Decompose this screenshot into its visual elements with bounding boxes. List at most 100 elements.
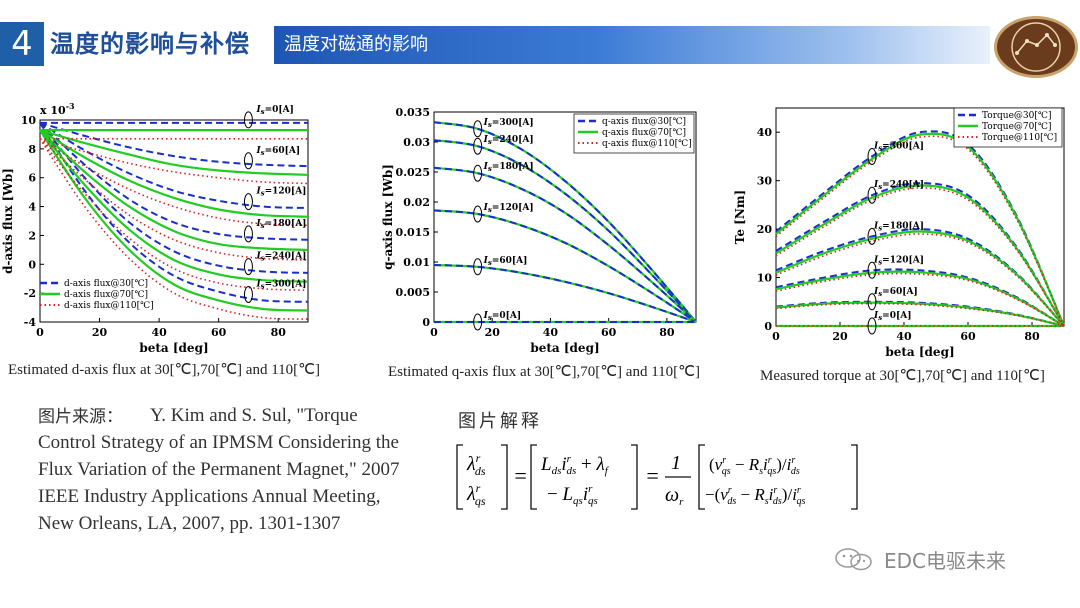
series-line xyxy=(775,184,1065,327)
series-line xyxy=(433,209,697,323)
current-marker-ellipse xyxy=(473,164,483,182)
series-line xyxy=(39,129,309,312)
y-tick-label: 0.005 xyxy=(396,286,430,299)
x-tick-label: 20 xyxy=(485,326,501,339)
current-marker-ellipse xyxy=(867,293,877,311)
x-tick-label: 20 xyxy=(832,330,848,343)
x-tick-label: 60 xyxy=(960,330,976,343)
current-marker-ellipse xyxy=(243,258,253,276)
series-line xyxy=(39,129,309,283)
current-label: Is=180[A] xyxy=(255,219,306,230)
series-line xyxy=(39,138,309,292)
flux-equation: λr ds λr qs = Ldsir ds + λf − Lqsir qs = 1 ω… xyxy=(456,444,858,510)
series-line xyxy=(775,230,1065,327)
x-tick-label: 0 xyxy=(36,326,44,339)
current-label: Is=0[A] xyxy=(483,311,521,322)
watermark: EDC电驱未来 xyxy=(884,549,1007,573)
current-marker-ellipse xyxy=(243,152,253,170)
legend-entry: Torque@30[℃] xyxy=(982,111,1051,121)
x-tick-label: 60 xyxy=(211,326,227,339)
y-axis-label: q-axis flux [Wb] xyxy=(382,164,395,270)
current-marker-ellipse xyxy=(867,147,877,165)
series-line xyxy=(775,132,1066,327)
legend-entry: q-axis flux@110[℃] xyxy=(602,139,692,149)
legend-entry: Torque@70[℃] xyxy=(982,122,1051,132)
series-line xyxy=(775,272,1065,327)
series-line xyxy=(433,264,697,323)
current-marker-ellipse xyxy=(473,205,483,223)
current-marker-ellipse xyxy=(867,261,877,279)
y-axis-label: d-axis flux [Wb] xyxy=(1,168,15,274)
series-line xyxy=(775,301,1065,328)
y-tick-label: 4 xyxy=(28,201,36,214)
x-tick-label: 0 xyxy=(772,330,780,343)
svg-text:=: = xyxy=(645,463,660,488)
current-marker-ellipse xyxy=(867,186,877,204)
x-tick-label: 20 xyxy=(92,326,108,339)
q-axis-flux-chart: 0 20 40 60 80 0 0.005 0.01 0.015 0.02 0.025 0.03 0.0… xyxy=(381,100,707,362)
y-tick-label: 30 xyxy=(757,175,773,188)
subtitle-bar: 温度对磁通的影响 xyxy=(274,26,990,64)
x-tick-label: 40 xyxy=(151,326,167,339)
current-marker-ellipse xyxy=(473,313,483,331)
x-axis-label: beta [deg] xyxy=(139,341,208,355)
series-line xyxy=(433,139,697,323)
y-axis-label: Te [Nm] xyxy=(733,190,747,244)
caption-torque: Measured torque at 30[℃],70[℃] and 110[℃… xyxy=(760,368,1045,384)
y-tick-label: 0.02 xyxy=(403,196,430,209)
svg-text:1: 1 xyxy=(671,452,681,474)
current-label: Is=300[A] xyxy=(255,279,306,290)
x-tick-label: 40 xyxy=(543,326,559,339)
current-label: Is=180[A] xyxy=(483,162,534,173)
current-label: Is=120[A] xyxy=(255,187,306,198)
explanation-label: 图片解释 xyxy=(458,411,542,432)
svg-text:ωr: ωr xyxy=(665,484,684,508)
current-marker-ellipse xyxy=(243,111,253,129)
y-tick-label: 8 xyxy=(28,143,36,156)
wechat-icon xyxy=(835,548,872,571)
current-label: Is=300[A] xyxy=(483,118,534,129)
x-tick-label: 80 xyxy=(271,326,287,339)
reference-text: Y. Kim and S. Sul, "Torque Control Strat… xyxy=(38,405,400,534)
legend-entry: d-axis flux@110[℃] xyxy=(64,301,154,311)
subtitle: 温度对磁通的影响 xyxy=(284,34,428,55)
y-tick-label: 0.015 xyxy=(396,226,430,239)
y-tick-label: -4 xyxy=(24,316,37,329)
current-marker-ellipse xyxy=(243,225,253,243)
legend-entry: d-axis flux@30[℃] xyxy=(64,279,148,289)
legend-entry: q-axis flux@30[℃] xyxy=(602,117,686,127)
x-tick-label: 80 xyxy=(1024,330,1040,343)
current-marker-ellipse xyxy=(473,137,483,155)
y-tick-label: 40 xyxy=(757,126,773,139)
y-tick-label: 2 xyxy=(28,229,36,242)
current-label: Is=300[A] xyxy=(873,141,924,152)
y-tick-label: 0.025 xyxy=(396,166,430,179)
series-line xyxy=(39,122,309,274)
series-line xyxy=(39,129,309,251)
legend-entry: q-axis flux@70[℃] xyxy=(602,128,686,138)
series-line xyxy=(775,270,1065,327)
section-number: 4 xyxy=(0,22,44,66)
y-tick-label: 6 xyxy=(28,172,36,185)
current-label: Is=240[A] xyxy=(483,135,534,146)
series-line xyxy=(39,122,309,303)
auto-elect-logo-icon xyxy=(994,16,1078,78)
y-tick-label: 0 xyxy=(422,316,430,329)
y-tick-label: 0 xyxy=(764,320,772,333)
current-marker-ellipse xyxy=(243,193,253,211)
caption-d-axis: Estimated d-axis flux at 30[℃],70[℃] and… xyxy=(8,362,320,378)
current-marker-ellipse xyxy=(473,258,483,276)
current-label: Is=60[A] xyxy=(483,256,528,267)
y-tick-label: 0.01 xyxy=(403,256,430,269)
current-label: Is=60[A] xyxy=(873,287,918,298)
current-label: Is=0[A] xyxy=(255,105,293,116)
current-marker-ellipse xyxy=(867,227,877,245)
series-line xyxy=(39,129,309,176)
y-tick-label: 20 xyxy=(757,223,773,236)
current-label: Is=0[A] xyxy=(873,311,911,322)
current-label: Is=120[A] xyxy=(873,255,924,266)
d-axis-flux-chart: 0 20 40 60 80 -4 -2 0 2 4 6 8 10 beta [deg] d-axis flu… xyxy=(0,92,320,362)
series-line xyxy=(775,187,1065,327)
